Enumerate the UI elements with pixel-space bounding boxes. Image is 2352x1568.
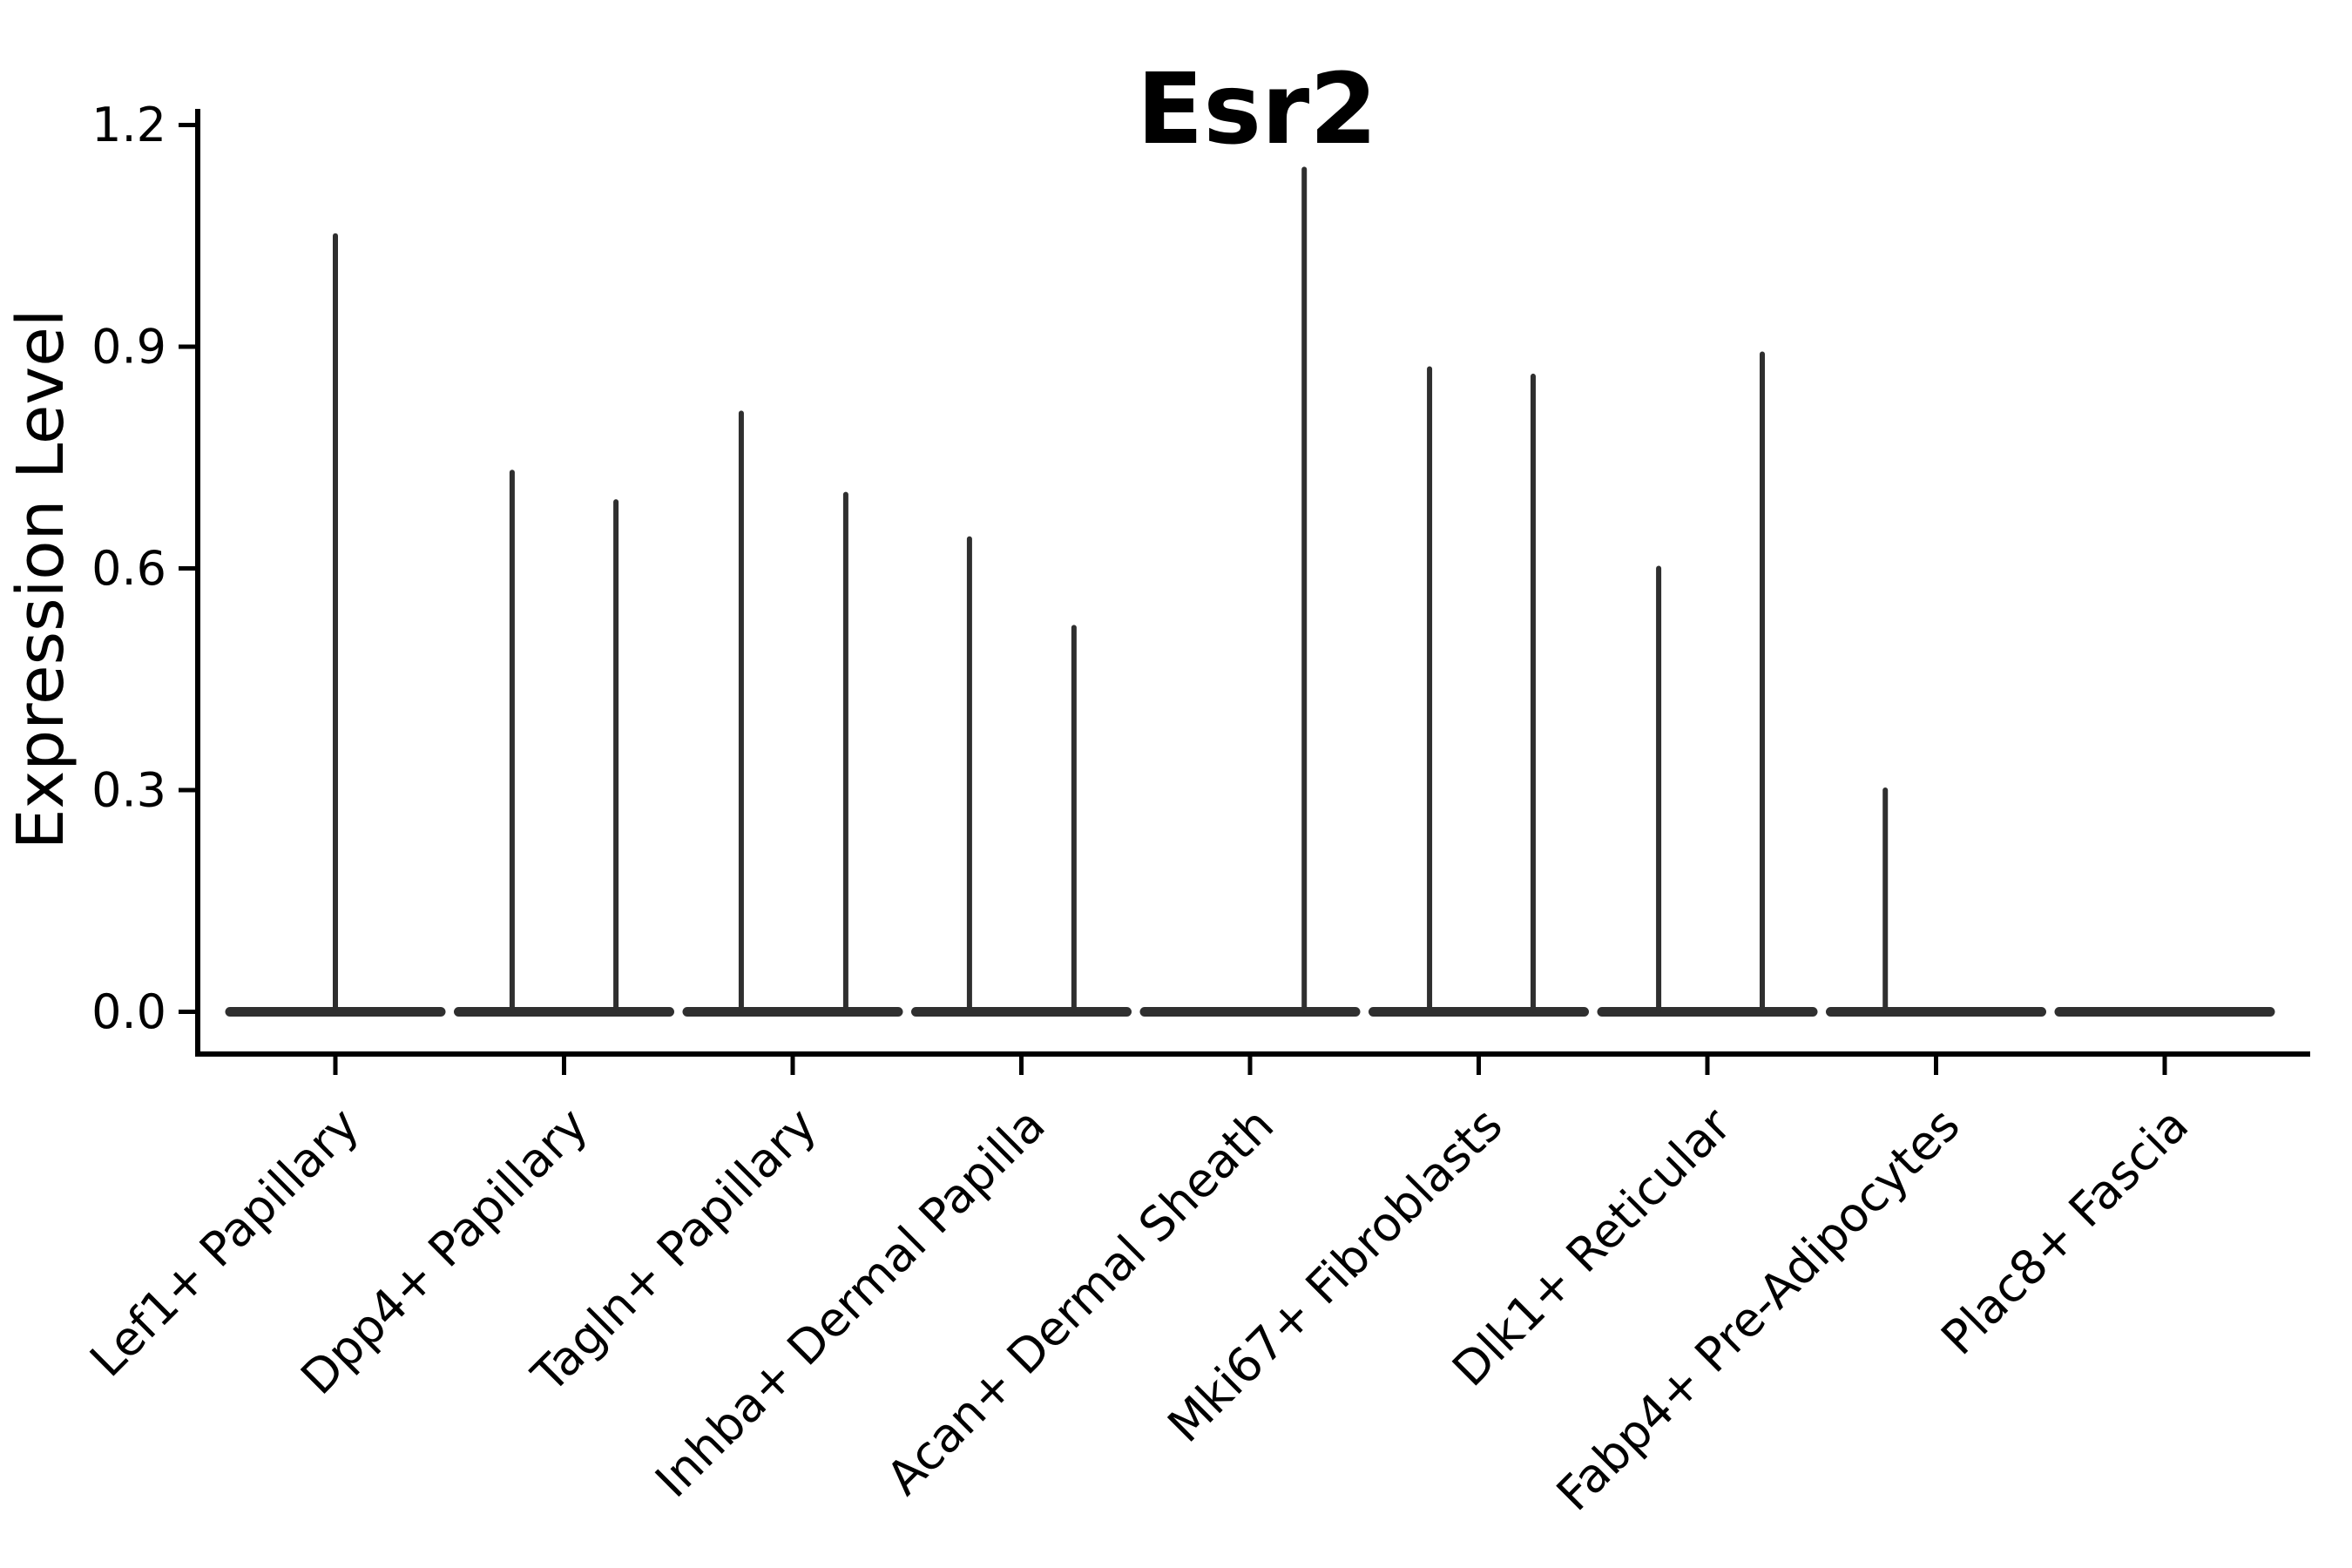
y-axis-label: Expression Level [3,309,78,850]
chart-title: Esr2 [1137,53,1377,166]
x-tick-label: Acan+ Dermal Sheath [876,1098,1284,1505]
y-tick-label: 0.9 [91,320,166,375]
y-tick-label: 0.3 [91,763,166,818]
y-tick-label: 1.2 [91,98,166,152]
y-tick-label: 0.0 [91,984,166,1039]
x-tick-label: Inhba+ Dermal Papilla [645,1098,1055,1508]
x-tick-label: Fabp4+ Pre-Adipocytes [1546,1098,1970,1522]
x-tick-label: Plac8+ Fascia [1930,1098,2199,1366]
y-tick-label: 0.6 [91,541,166,596]
